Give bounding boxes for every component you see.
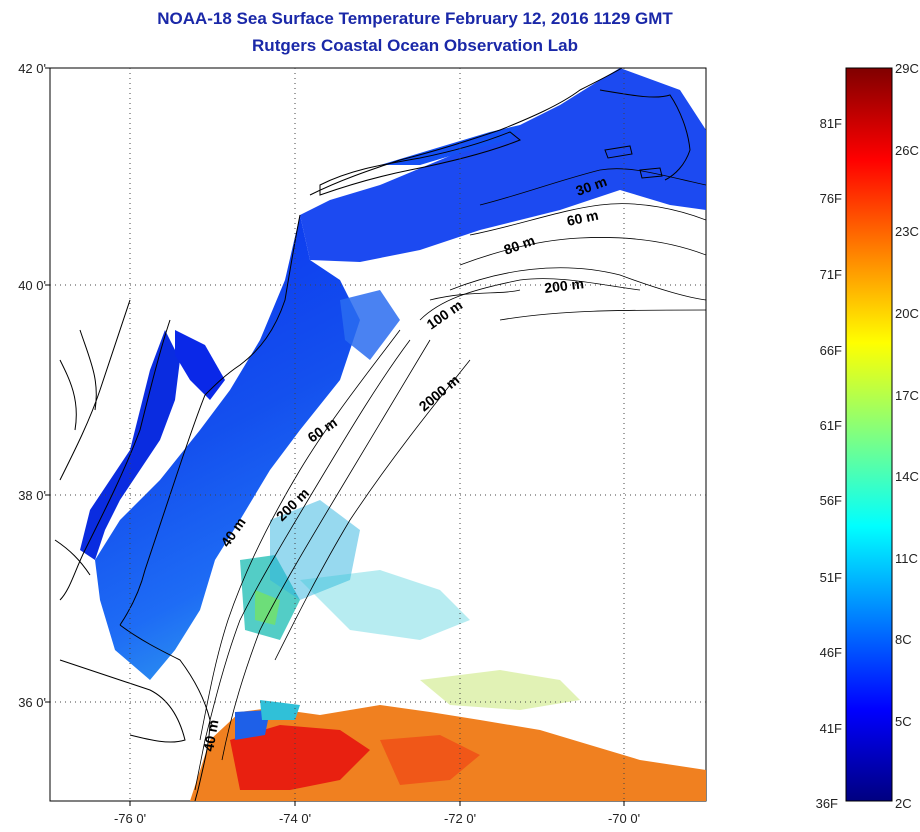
delmarva-coast [119,394,206,626]
contour-label: 40 m [200,718,221,752]
sst-patch [420,670,580,710]
contour-label: 200 m [543,275,584,296]
contour-line [499,309,706,321]
bathymetry-contours [194,168,706,791]
sst-gulf-stream-core [380,735,480,785]
sst-chesapeake-bay [80,330,180,560]
sst-gulf-stream-core [230,725,370,790]
long-island [319,131,521,196]
contour-line [469,203,706,236]
lon-label: -74 0' [279,811,311,826]
contour-label: 60 m [565,207,600,229]
colorbar-fahrenheit-labels: 81F 76F 71F 66F 61F 56F 51F 46F 41F 36F [816,116,842,811]
graticule [50,68,706,801]
sst-patch [340,290,400,360]
fahrenheit-label: 51F [820,570,842,585]
celsius-label: 5C [895,714,912,729]
sst-delaware-bay [175,330,225,400]
fahrenheit-label: 71F [820,267,842,282]
nantucket [639,167,663,179]
contour-line [194,339,411,791]
contour-line [479,168,706,206]
sst-patch [260,700,300,720]
pamlico-sound [59,659,186,743]
latitude-labels: 42 0' 40 0' 38 0' 36 0' [18,61,46,710]
new-england-coast [309,68,623,196]
inland-estuaries [54,329,97,576]
celsius-label: 29C [895,61,919,76]
fahrenheit-label: 61F [820,418,842,433]
lat-label: 36 0' [18,695,46,710]
map-subtitle: Rutgers Coastal Ocean Observation Lab [252,36,578,55]
colorbar-celsius-labels: 29C 26C 23C 20C 17C 14C 11C 8C 5C 2C [895,61,919,811]
celsius-label: 2C [895,796,912,811]
lat-label: 38 0' [18,488,46,503]
map-panel: 30 m 60 m 80 m 200 m 100 m 2000 m 60 m 2… [18,61,707,826]
sst-patch [270,500,360,600]
sst-imagery [80,68,706,801]
chesapeake-shore [59,319,171,601]
fahrenheit-label: 56F [820,493,842,508]
colorbar: 81F 76F 71F 66F 61F 56F 51F 46F 41F 36F … [816,61,919,811]
map-title: NOAA-18 Sea Surface Temperature February… [157,9,673,28]
celsius-label: 8C [895,632,912,647]
fahrenheit-label: 76F [820,191,842,206]
celsius-label: 17C [895,388,919,403]
cape-cod [599,89,691,181]
axis-ticks [45,67,625,806]
contour-line [459,237,706,266]
western-shore [59,299,131,481]
contour-line [274,359,471,661]
fahrenheit-label: 46F [820,645,842,660]
lon-label: -70 0' [608,811,640,826]
colorbar-gradient [845,67,893,802]
contour-line [449,267,706,301]
lon-label: -76 0' [114,811,146,826]
celsius-label: 11C [895,551,918,566]
longitude-labels: -76 0' -74 0' -72 0' -70 0' [114,811,640,826]
sst-patch [255,590,280,625]
fahrenheit-label: 36F [816,796,838,811]
lat-label: 40 0' [18,278,46,293]
celsius-label: 14C [895,469,919,484]
contour-line [429,289,521,301]
celsius-label: 20C [895,306,919,321]
fahrenheit-label: 81F [820,116,842,131]
fahrenheit-label: 41F [820,721,842,736]
sst-new-england-shelf [300,68,706,262]
fahrenheit-label: 66F [820,343,842,358]
lon-label: -72 0' [444,811,476,826]
sst-mid-atlantic-shelf [95,215,360,680]
marthas-vineyard [604,145,633,159]
celsius-label: 26C [895,143,919,158]
celsius-label: 23C [895,224,919,239]
colorbar-ticks [846,67,851,802]
new-jersey-coast [204,214,301,396]
contour-line [221,339,431,761]
contour-line [199,329,401,741]
sst-patch [300,570,470,640]
sst-cold-intrusion [235,710,270,740]
virginia-nc-coast [119,624,211,801]
coastline [54,68,691,801]
lat-label: 42 0' [18,61,46,76]
